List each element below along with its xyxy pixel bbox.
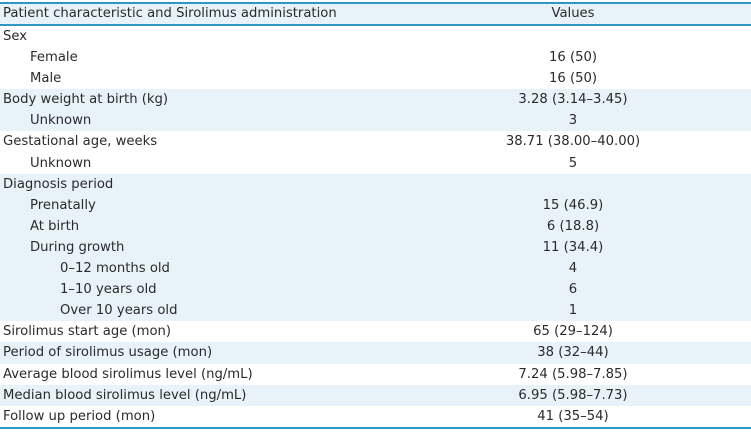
row-value <box>395 173 751 195</box>
table-row: During growth 11 (34.4) <box>0 236 751 259</box>
row-value: 15 (46.9) <box>395 194 751 216</box>
row-label: 0–12 months old <box>0 258 395 280</box>
row-value: 7.24 (5.98–7.85) <box>518 366 628 382</box>
row-label: Unknown <box>0 110 395 132</box>
table-row: Male 16 (50) <box>0 68 751 89</box>
row-label: Follow up period (mon) <box>3 408 156 424</box>
row-label: Unknown <box>30 155 92 171</box>
row-label: Prenatally <box>0 194 395 216</box>
row-value: 6.95 (5.98–7.73) <box>395 384 751 406</box>
table-body: Sex Female 16 (50) Male 16 (50) Body wei… <box>0 26 751 427</box>
row-value: 16 (50) <box>548 50 598 66</box>
table-row: Follow up period (mon) 41 (35–54) <box>0 406 751 427</box>
table-row: Average blood sirolimus level (ng/mL) 7.… <box>0 364 751 385</box>
row-label: Sirolimus start age (mon) <box>3 324 172 340</box>
table-row: Body weight at birth (kg) 3.28 (3.14–3.4… <box>0 89 751 111</box>
table-row: Median blood sirolimus level (ng/mL) 6.9… <box>0 384 751 406</box>
table-row: Female 16 (50) <box>0 47 751 68</box>
row-label: Median blood sirolimus level (ng/mL) <box>0 384 395 406</box>
table-row: At birth 6 (18.8) <box>0 215 751 237</box>
table-row: 0–12 months old 4 <box>0 258 751 280</box>
row-value: 6 (18.8) <box>395 215 751 237</box>
row-value: 3.28 (3.14–3.45) <box>395 89 751 111</box>
row-label: Male <box>30 71 62 87</box>
row-value: 11 (34.4) <box>395 236 751 259</box>
table-row: 1–10 years old 6 <box>0 279 751 301</box>
row-value: 3 <box>395 110 751 132</box>
row-value: 5 <box>568 155 578 171</box>
table-row: Unknown 3 <box>0 110 751 132</box>
table-row: Prenatally 15 (46.9) <box>0 194 751 216</box>
row-label: Sex <box>3 29 28 44</box>
row-value: 41 (35–54) <box>537 408 609 424</box>
table-row: Period of sirolimus usage (mon) 38 (32–4… <box>0 342 751 364</box>
table-row: Diagnosis period <box>0 173 751 195</box>
column-header-values: Values <box>395 3 751 26</box>
row-label: Average blood sirolimus level (ng/mL) <box>3 366 253 382</box>
row-label: Female <box>30 50 78 66</box>
row-label: At birth <box>0 215 395 237</box>
table-row: Over 10 years old 1 <box>0 300 751 322</box>
row-value: 38.71 (38.00–40.00) <box>505 134 641 150</box>
row-value: 65 (29–124) <box>533 324 613 340</box>
row-label: Period of sirolimus usage (mon) <box>0 342 395 364</box>
row-value: 1 <box>395 300 751 322</box>
row-value <box>395 26 751 47</box>
row-label: During growth <box>0 236 395 259</box>
row-value: 6 <box>395 279 751 301</box>
row-label: Over 10 years old <box>0 300 395 322</box>
row-label: Gestational age, weeks <box>3 134 158 150</box>
table-row: Sex <box>0 26 751 47</box>
table-row: Unknown 5 <box>0 153 751 174</box>
table-header-row: Patient characteristic and Sirolimus adm… <box>0 3 751 26</box>
row-label: 1–10 years old <box>0 279 395 301</box>
table-row: Sirolimus start age (mon) 65 (29–124) <box>0 321 751 342</box>
row-value: 4 <box>395 258 751 280</box>
row-value: 38 (32–44) <box>395 342 751 364</box>
table-row: Gestational age, weeks 38.71 (38.00–40.0… <box>0 131 751 152</box>
row-value: 16 (50) <box>548 71 598 87</box>
row-label: Diagnosis period <box>0 173 395 195</box>
row-label: Body weight at birth (kg) <box>0 89 395 111</box>
column-header-characteristic: Patient characteristic and Sirolimus adm… <box>0 3 395 26</box>
